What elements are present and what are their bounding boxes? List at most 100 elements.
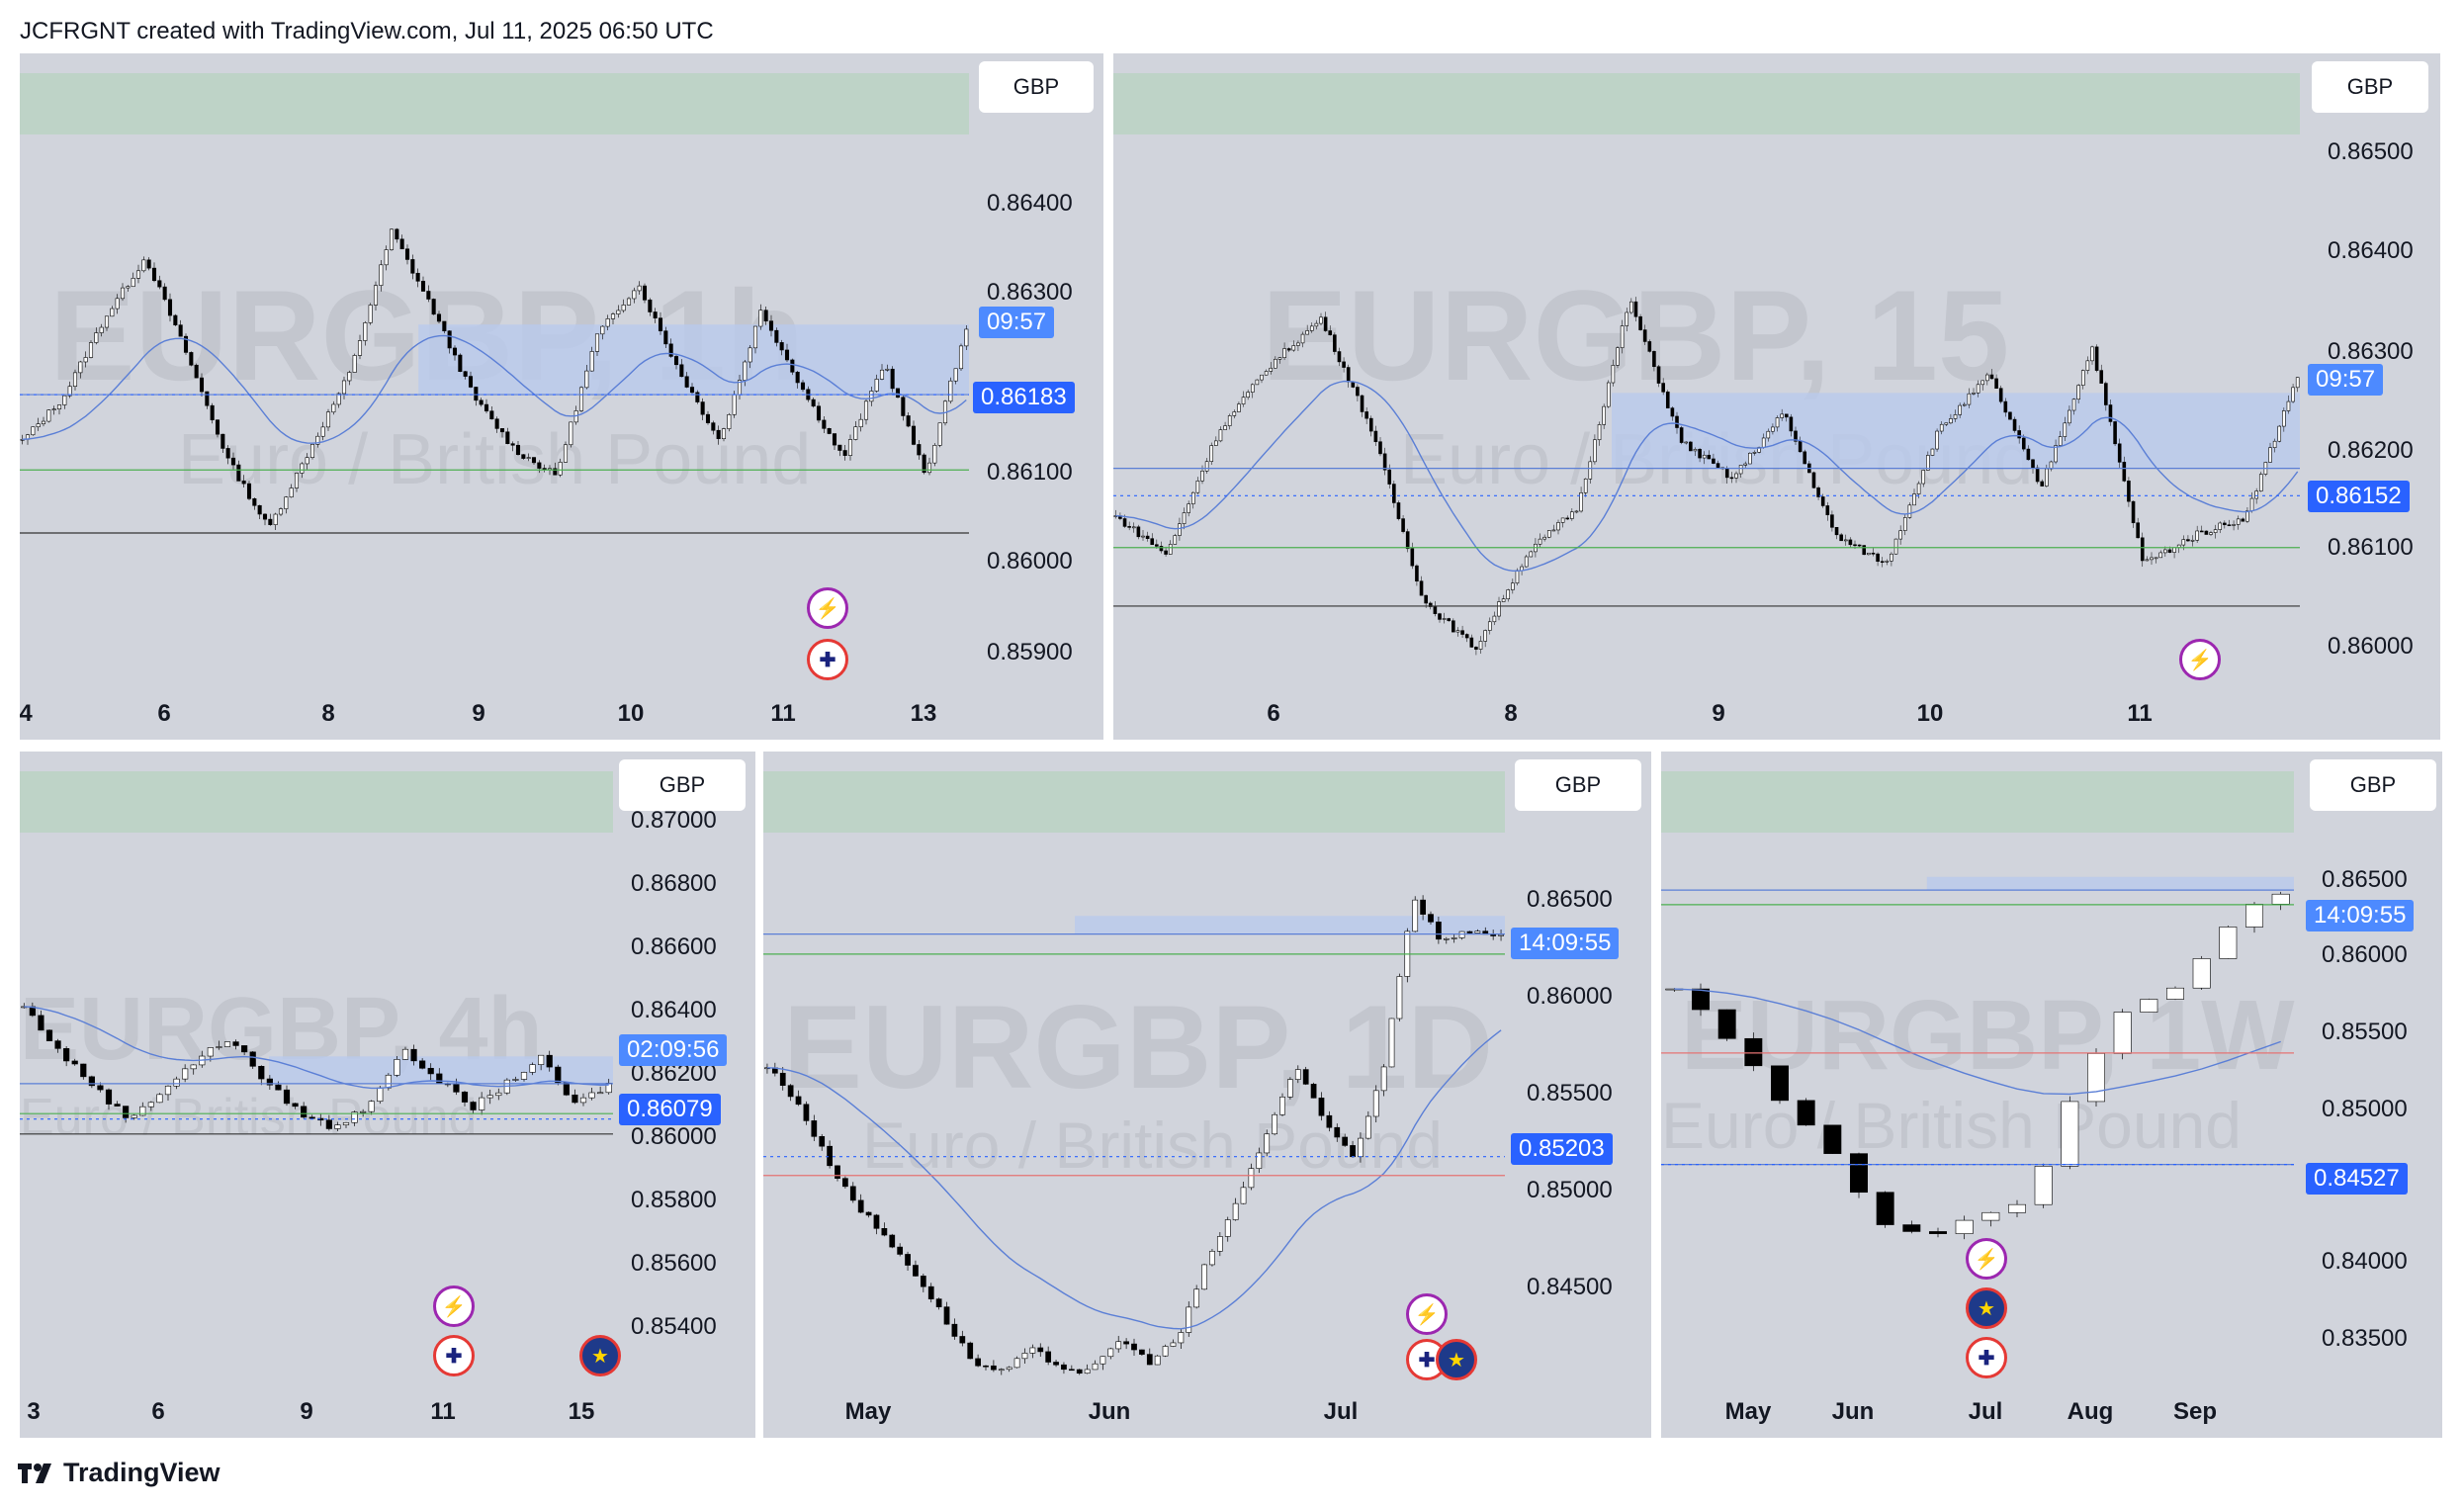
candle-body bbox=[1898, 530, 1902, 540]
candle-body bbox=[436, 1073, 443, 1085]
chart-panel-eurgbp-4h[interactable]: EURGBP, 4h Euro / British Pound GBP 0.87… bbox=[20, 752, 755, 1438]
candle-body bbox=[1227, 415, 1232, 426]
candle-body bbox=[389, 228, 395, 250]
candle-body bbox=[901, 397, 906, 416]
candle-body bbox=[278, 508, 284, 515]
candle-body bbox=[1269, 367, 1274, 372]
candle-body bbox=[2031, 459, 2035, 469]
candle-body bbox=[906, 415, 911, 427]
chart-canvas[interactable] bbox=[20, 53, 1103, 740]
candle-body bbox=[879, 369, 885, 380]
candle-body bbox=[2071, 399, 2076, 411]
premium-zone bbox=[20, 73, 969, 134]
time-label: 8 bbox=[321, 700, 335, 727]
tradingview-logo[interactable]: TradingView bbox=[18, 1458, 220, 1488]
candle-body bbox=[1511, 582, 1515, 590]
candle-body bbox=[1529, 551, 1534, 558]
price-label: 0.85400 bbox=[631, 1313, 717, 1340]
price-label: 0.85500 bbox=[1527, 1080, 1613, 1107]
price-label: 0.86000 bbox=[2322, 941, 2408, 968]
lightning-alert-icon[interactable]: ⚡ bbox=[1406, 1293, 1448, 1335]
currency-button[interactable]: GBP bbox=[619, 759, 746, 811]
countdown-tag: 09:57 bbox=[2308, 364, 2384, 396]
chart-canvas[interactable] bbox=[1113, 53, 2440, 740]
uk-flag-icon[interactable]: ✚ bbox=[433, 1335, 475, 1376]
candle-body bbox=[1309, 325, 1314, 331]
candle-body bbox=[431, 299, 436, 315]
candle-body bbox=[1702, 454, 1707, 459]
eu-flag-icon[interactable]: ★ bbox=[579, 1335, 621, 1376]
candle-body bbox=[1373, 430, 1378, 443]
candle-body bbox=[842, 1178, 848, 1188]
chart-canvas[interactable] bbox=[1661, 752, 2442, 1438]
chart-panel-eurgbp-1d[interactable]: EURGBP, 1D Euro / British Pound GBP 0.86… bbox=[763, 752, 1651, 1438]
eu-flag-icon[interactable]: ★ bbox=[1966, 1287, 2007, 1329]
currency-button[interactable]: GBP bbox=[1515, 759, 1641, 811]
candle-body bbox=[752, 325, 758, 349]
candle-body bbox=[1515, 570, 1520, 583]
time-label: 10 bbox=[617, 700, 645, 727]
candle-body bbox=[194, 364, 199, 379]
candle-body bbox=[1200, 470, 1204, 482]
chart-canvas[interactable] bbox=[20, 752, 755, 1438]
candle-body bbox=[1204, 461, 1209, 472]
candle-body bbox=[2166, 987, 2184, 1000]
candle-body bbox=[385, 1074, 392, 1089]
lightning-alert-icon[interactable]: ⚡ bbox=[2179, 639, 2221, 680]
uk-flag-icon[interactable]: ✚ bbox=[1966, 1337, 2007, 1378]
candle-body bbox=[905, 1254, 911, 1266]
candle-body bbox=[2140, 999, 2158, 1013]
candle-body bbox=[257, 504, 262, 515]
candle-body bbox=[1794, 430, 1798, 442]
countdown-tag: 14:09:55 bbox=[1511, 928, 1620, 959]
candle-body bbox=[360, 1110, 367, 1113]
candle-body bbox=[495, 1092, 502, 1097]
lightning-alert-icon[interactable]: ⚡ bbox=[433, 1285, 475, 1327]
candle-body bbox=[816, 405, 822, 421]
candle-body bbox=[1272, 1113, 1277, 1135]
candle-body bbox=[308, 1116, 315, 1119]
candle-body bbox=[289, 488, 294, 497]
candle-body bbox=[975, 1358, 981, 1367]
candle-body bbox=[2282, 410, 2286, 427]
candle-body bbox=[1333, 334, 1337, 352]
candle-body bbox=[80, 1063, 87, 1078]
candle-body bbox=[1084, 1369, 1091, 1374]
candle-body bbox=[294, 473, 300, 488]
candle-body bbox=[2291, 387, 2295, 402]
candle-body bbox=[1848, 539, 1853, 546]
chart-canvas[interactable] bbox=[763, 752, 1651, 1438]
candle-body bbox=[983, 1365, 989, 1368]
candle-body bbox=[336, 393, 341, 405]
price-label: 0.86500 bbox=[2322, 866, 2408, 893]
currency-button[interactable]: GBP bbox=[979, 61, 1094, 113]
candle-body bbox=[1155, 544, 1159, 547]
currency-button[interactable]: GBP bbox=[2310, 759, 2436, 811]
uk-flag-icon[interactable]: ✚ bbox=[807, 639, 848, 680]
candle-body bbox=[410, 1048, 417, 1062]
currency-button[interactable]: GBP bbox=[2312, 61, 2428, 113]
candle-body bbox=[1123, 1341, 1129, 1345]
candle-body bbox=[1187, 503, 1190, 513]
candle-body bbox=[1989, 374, 1994, 380]
candle-body bbox=[1593, 439, 1597, 463]
candle-body bbox=[1255, 379, 1260, 386]
candle-body bbox=[1684, 441, 1689, 444]
candle-body bbox=[572, 1094, 578, 1104]
lightning-alert-icon[interactable]: ⚡ bbox=[1966, 1238, 2007, 1280]
candle-body bbox=[555, 1066, 562, 1084]
candle-body bbox=[420, 281, 426, 292]
chart-panel-eurgbp-1w[interactable]: EURGBP, 1W Euro / British Pound GBP 0.86… bbox=[1661, 752, 2442, 1438]
eu-flag-icon[interactable]: ★ bbox=[1436, 1339, 1477, 1380]
lightning-alert-icon[interactable]: ⚡ bbox=[807, 587, 848, 629]
price-label: 0.85600 bbox=[631, 1250, 717, 1277]
chart-panel-eurgbp-1h[interactable]: EURGBP, 1h Euro / British Pound GBP 0.86… bbox=[20, 53, 1103, 740]
candle-body bbox=[38, 1015, 44, 1031]
candle-body bbox=[1850, 1153, 1868, 1194]
candle-body bbox=[1256, 1152, 1263, 1169]
candle-body bbox=[569, 421, 573, 446]
time-label: 11 bbox=[430, 1398, 456, 1425]
candle-body bbox=[126, 286, 131, 289]
candle-body bbox=[1287, 1079, 1293, 1098]
chart-panel-eurgbp-15m[interactable]: EURGBP, 15 Euro / British Pound GBP 0.86… bbox=[1113, 53, 2440, 740]
